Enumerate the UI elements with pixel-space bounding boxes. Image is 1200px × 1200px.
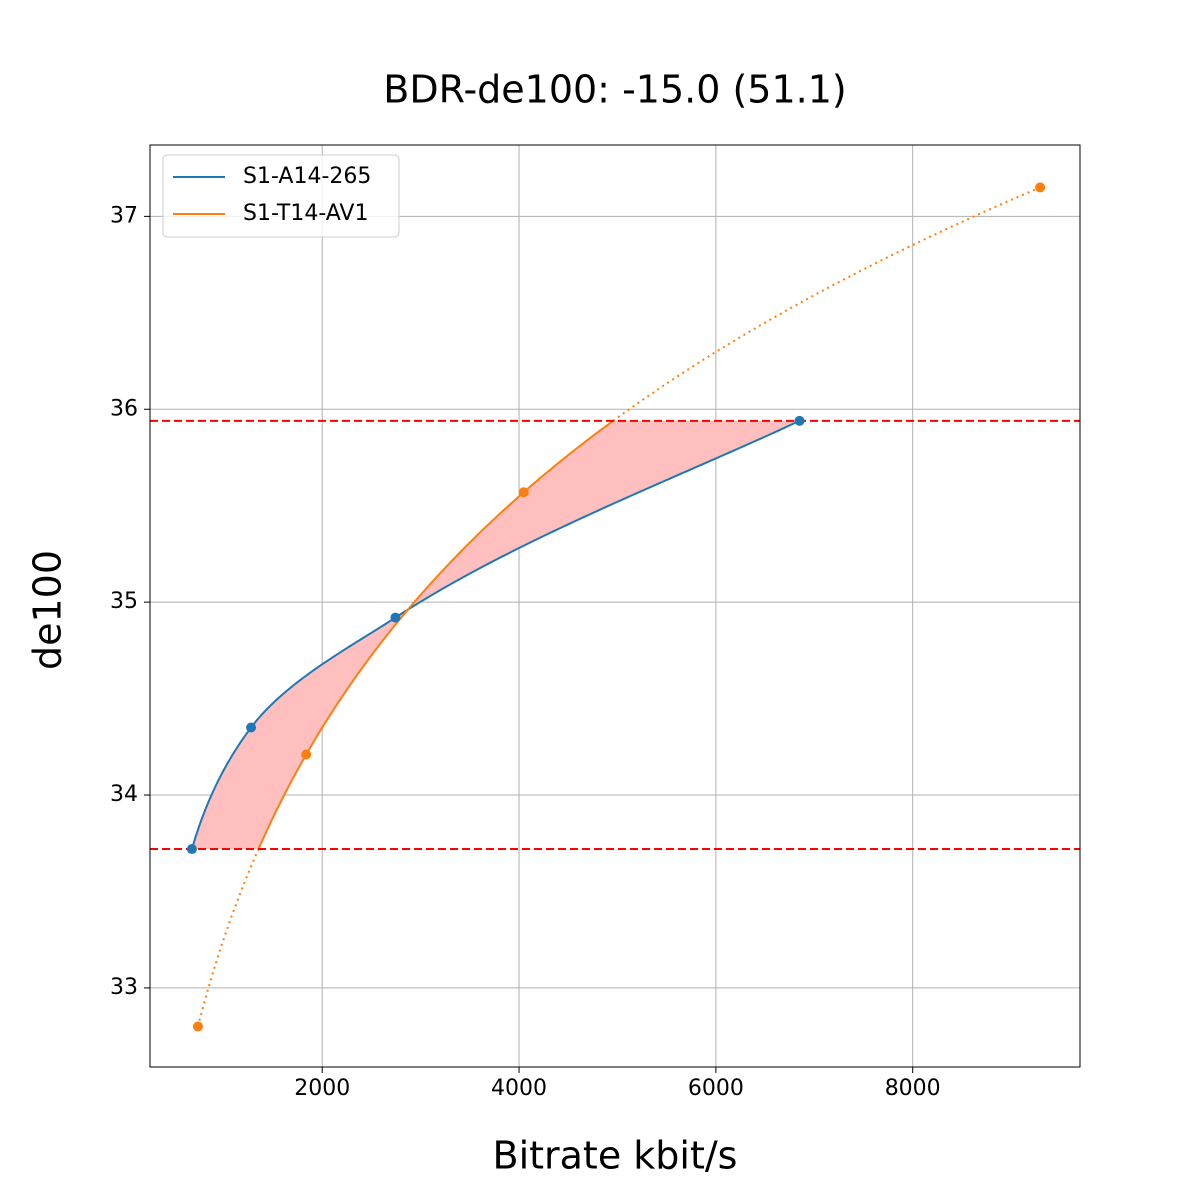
point <box>390 612 401 623</box>
x-axis-label: Bitrate kbit/s <box>493 1134 738 1178</box>
legend-label: S1-T14-AV1 <box>243 201 368 226</box>
legend-box <box>162 154 400 238</box>
x-tick-label: 4000 <box>491 1076 547 1101</box>
x-tick-label: 2000 <box>294 1076 350 1101</box>
y-tick-label: 36 <box>110 396 138 421</box>
legend-label: S1-A14-265 <box>243 164 371 189</box>
point <box>192 1021 203 1032</box>
point <box>246 722 257 733</box>
point <box>186 844 197 855</box>
curve-extrapolated <box>612 186 1041 422</box>
overlap-area <box>191 420 800 850</box>
plot-frame <box>149 144 1081 1068</box>
point <box>518 487 529 498</box>
plot-area: 2000 4000 6000 8000 33 34 35 36 37 S1-A14-265 S1-T… <box>110 144 1081 1101</box>
y-tick-label: 34 <box>110 782 138 807</box>
x-tick-label: 6000 <box>688 1076 744 1101</box>
chart-title: BDR-de100: -15.0 (51.1) <box>383 68 846 112</box>
y-tick-label: 35 <box>110 589 138 614</box>
curve <box>190 419 800 850</box>
x-tick-label: 8000 <box>885 1076 941 1101</box>
point <box>794 415 805 426</box>
y-axis-label: de100 <box>26 550 70 670</box>
point <box>301 749 312 760</box>
y-tick-label: 37 <box>110 203 138 228</box>
y-tick-label: 33 <box>110 975 138 1000</box>
curve-extrapolated <box>196 848 260 1027</box>
point <box>1035 182 1046 193</box>
